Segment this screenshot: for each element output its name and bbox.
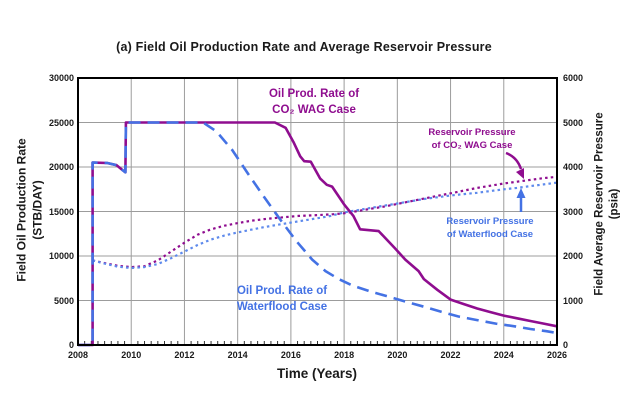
- annotation-wag-pressure-line2: of CO₂ WAG Case: [431, 140, 513, 151]
- annotation-waterflood-rate: Oil Prod. Rate of Waterflood Case: [237, 283, 327, 315]
- chart-title: (a) Field Oil Production Rate and Averag…: [116, 40, 492, 54]
- x-tick-label: 2026: [546, 350, 568, 360]
- x-tick-label: 2024: [493, 350, 514, 360]
- x-tick-label: 2012: [174, 350, 195, 360]
- x-tick-label: 2008: [67, 350, 89, 360]
- series-wag-pressure: [92, 175, 558, 269]
- annotation-wag-rate-line2: CO₂ WAG Case: [272, 104, 356, 116]
- x-tick-label: 2020: [387, 350, 408, 360]
- y-right-tick-label: 1000: [563, 295, 584, 306]
- y-right-tick-label: 0: [563, 340, 569, 350]
- y-left-tick-label: 0: [68, 340, 74, 350]
- y-right-tick-label: 4000: [563, 162, 584, 172]
- series-waterflood-oil-rate: [78, 121, 558, 347]
- annotation-wag-pressure-line1: Reservoir Pressure: [428, 127, 516, 138]
- y-axis-right-title-line2: (psia): [608, 188, 621, 220]
- y-left-tick-label: 25000: [48, 117, 74, 128]
- y-left-tick-label: 30000: [48, 73, 74, 83]
- y-left-tick-label: 5000: [53, 295, 74, 306]
- wag-pressure-arrowhead: [516, 168, 524, 179]
- x-tick-label: 2022: [440, 350, 461, 360]
- y-right-tick-label: 2000: [563, 251, 584, 261]
- x-axis-title: Time (Years): [276, 366, 358, 381]
- annotation-waterflood-pressure: Reservoir Pressure of Waterflood Case: [446, 215, 533, 241]
- waterflood-pressure-arrowhead: [516, 188, 526, 198]
- annotation-waterflood-pressure-line2: of Waterflood Case: [446, 229, 534, 240]
- annotation-waterflood-rate-line2: Waterflood Case: [236, 301, 328, 313]
- annotation-waterflood-rate-line1: Oil Prod. Rate of: [236, 285, 328, 297]
- annotation-waterflood-pressure-line1: Reservoir Pressure: [446, 216, 534, 227]
- x-tick-label: 2014: [227, 350, 248, 360]
- y-axis-right-title: Field Average Reservoir Pressure (psia): [593, 71, 623, 338]
- x-tick-label: 2016: [280, 350, 301, 360]
- series-waterflood-pressure: [92, 181, 558, 270]
- y-right-tick-label: 3000: [563, 206, 584, 217]
- y-axis-right-title-line1: Field Average Reservoir Pressure: [593, 112, 606, 296]
- wag-pressure-arrow: [505, 151, 523, 170]
- annotation-wag-rate-line1: Oil Prod. Rate of: [268, 88, 360, 100]
- y-left-tick-label: 20000: [48, 162, 74, 172]
- x-tick-label: 2010: [121, 350, 142, 360]
- y-right-tick-label: 6000: [563, 73, 584, 83]
- annotation-wag-pressure: Reservoir Pressure of CO₂ WAG Case: [428, 126, 515, 152]
- y-axis-left-title-line1: Field Oil Production Rate: [14, 138, 29, 282]
- x-tick-label: 2018: [334, 350, 355, 360]
- y-left-tick-label: 15000: [48, 206, 74, 217]
- y-right-tick-label: 5000: [563, 117, 584, 128]
- y-left-tick-label: 10000: [48, 251, 74, 261]
- annotation-wag-rate: Oil Prod. Rate of CO₂ WAG Case: [269, 86, 359, 118]
